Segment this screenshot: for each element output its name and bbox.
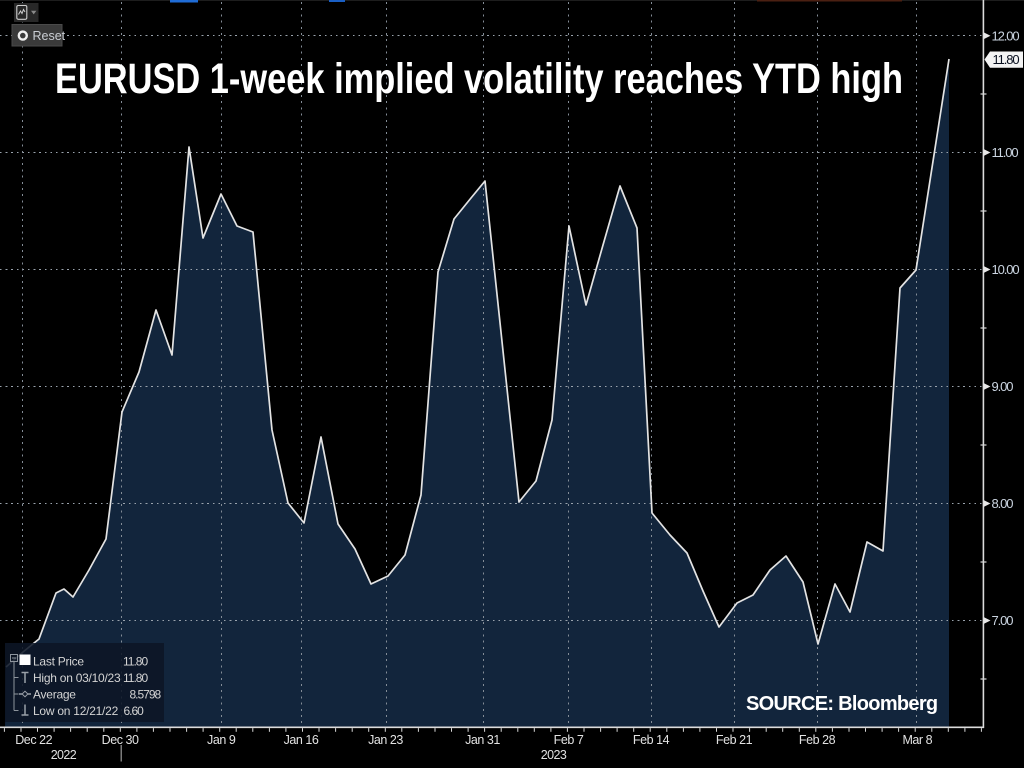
svg-text:Low on 12/21/22: Low on 12/21/22: [33, 704, 119, 718]
svg-text:Jan 16: Jan 16: [284, 733, 319, 747]
svg-text:Feb 14: Feb 14: [633, 733, 670, 747]
svg-text:9.00: 9.00: [992, 379, 1014, 394]
svg-text:SOURCE: Bloomberg: SOURCE: Bloomberg: [746, 693, 937, 715]
svg-text:Last Price: Last Price: [33, 654, 84, 668]
svg-text:Jan 31: Jan 31: [465, 733, 500, 747]
svg-text:7.00: 7.00: [992, 613, 1014, 628]
svg-text:Jan 23: Jan 23: [368, 733, 403, 747]
svg-text:Average: Average: [33, 687, 76, 701]
svg-text:High on 03/10/23: High on 03/10/23: [33, 671, 121, 685]
svg-text:Feb 7: Feb 7: [554, 733, 584, 747]
svg-text:Dec 30: Dec 30: [102, 733, 139, 747]
svg-text:Mar 8: Mar 8: [902, 733, 932, 747]
svg-text:11.80: 11.80: [123, 654, 148, 668]
svg-text:6.60: 6.60: [124, 704, 145, 718]
svg-text:11.00: 11.00: [992, 145, 1019, 160]
svg-text:Jan 9: Jan 9: [207, 733, 236, 747]
svg-text:12.00: 12.00: [992, 28, 1020, 43]
svg-text:EURUSD 1-week implied volatili: EURUSD 1-week implied volatility reaches…: [55, 55, 903, 103]
svg-text:Feb 28: Feb 28: [799, 733, 836, 747]
svg-text:2023: 2023: [541, 748, 567, 762]
svg-text:8.00: 8.00: [992, 496, 1014, 511]
svg-text:10.00: 10.00: [992, 262, 1020, 277]
svg-text:Feb 21: Feb 21: [716, 733, 753, 747]
svg-text:2022: 2022: [51, 748, 77, 762]
svg-text:Reset: Reset: [33, 29, 66, 43]
svg-text:11.80: 11.80: [123, 671, 148, 685]
svg-text:Dec 22: Dec 22: [15, 733, 52, 747]
svg-text:8.5798: 8.5798: [130, 687, 162, 701]
svg-text:11.80: 11.80: [993, 52, 1020, 67]
